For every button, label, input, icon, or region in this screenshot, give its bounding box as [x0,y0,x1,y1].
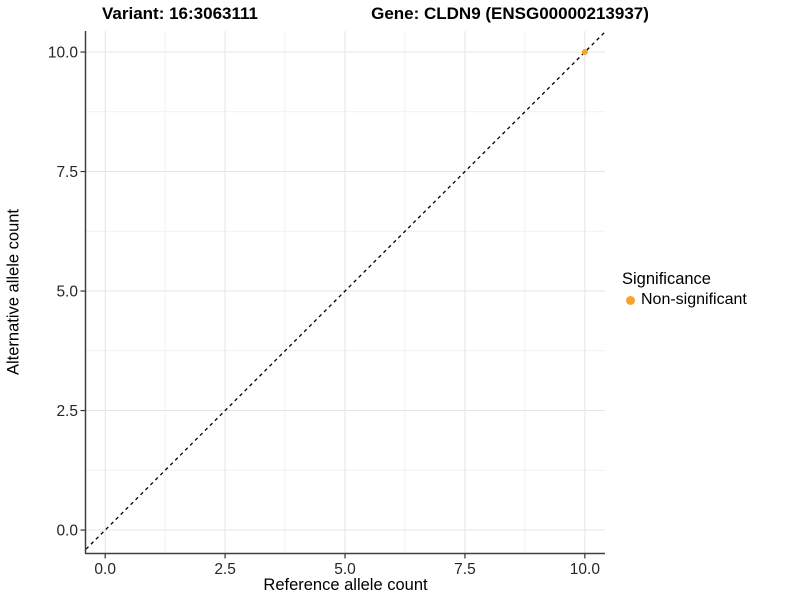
y-tick-label: 7.5 [56,164,78,181]
y-tick-label: 2.5 [56,403,78,420]
data-point [581,49,588,56]
x-tick-label: 2.5 [214,561,236,578]
x-tick-label: 5.0 [334,561,356,578]
y-tick-label: 10.0 [48,45,79,62]
legend-item: Non-significant [626,291,747,309]
legend: Significance Non-significant [622,270,747,309]
legend-item-label: Non-significant [641,291,747,308]
x-axis-title: Reference allele count [263,576,428,594]
legend-point-swatch-icon [626,295,635,305]
x-tick-label: 7.5 [454,561,476,578]
y-axis-title: Alternative allele count [4,208,23,376]
y-tick-label: 0.0 [56,523,78,540]
variant-title: Variant: 16:3063111 [102,4,258,23]
y-tick-label: 5.0 [56,284,78,301]
gene-title: Gene: CLDN9 (ENSG00000213937) [371,4,649,23]
identity-line [85,31,606,550]
x-tick-label: 0.0 [94,561,116,578]
x-tick-label: 10.0 [570,561,601,578]
legend-title: Significance [622,270,711,288]
